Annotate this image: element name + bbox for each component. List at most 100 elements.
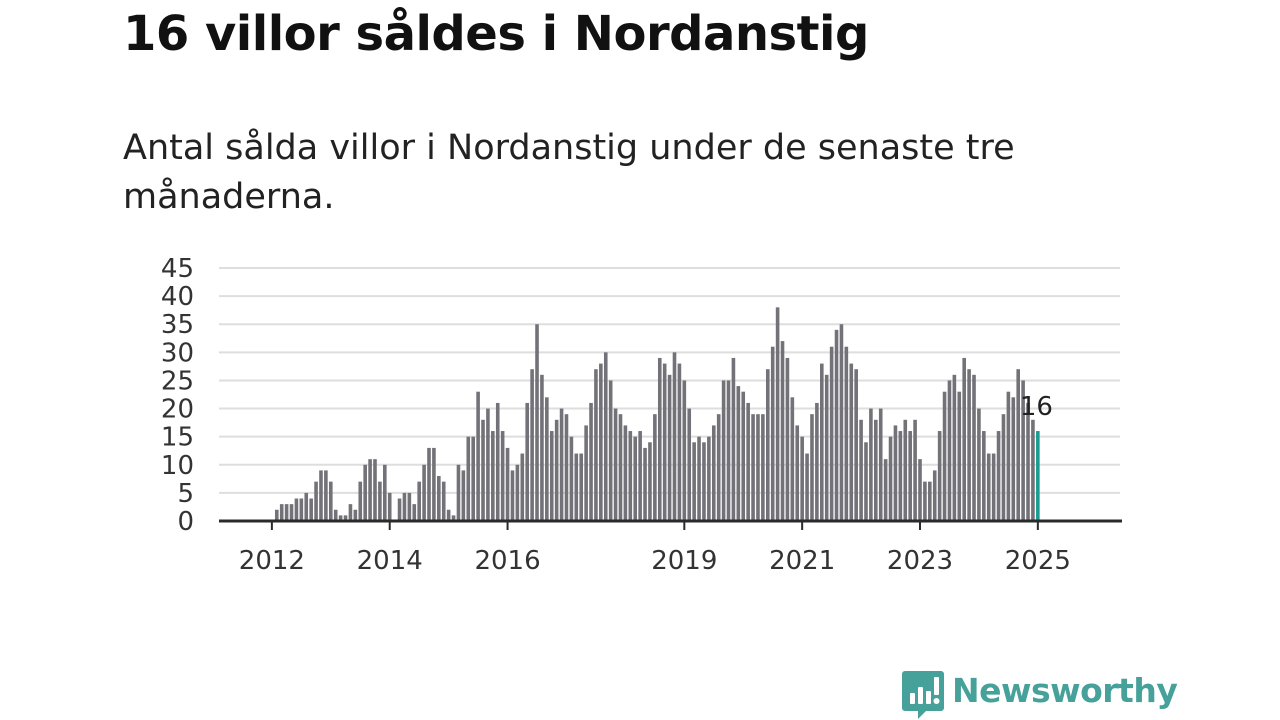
bar (525, 402, 529, 521)
bar (530, 369, 534, 521)
y-tick-label: 0 (177, 507, 194, 537)
bar (451, 515, 456, 521)
bar (721, 380, 726, 521)
bar (937, 431, 942, 521)
bar (613, 408, 618, 521)
bar (741, 391, 746, 521)
bar (466, 436, 471, 521)
bar (363, 464, 367, 521)
bar (996, 431, 1001, 521)
bar (545, 397, 549, 521)
bar (1021, 380, 1025, 521)
y-tick-label: 30 (161, 338, 194, 368)
bar (746, 402, 750, 521)
bar (476, 391, 480, 521)
bar (633, 436, 638, 521)
chart-subtitle: Antal sålda villor i Nordanstig under de… (123, 128, 1015, 217)
x-axis-labels: 2012 2014 2016 2019 2021 2023 2025 (239, 521, 1071, 576)
bar (711, 425, 716, 521)
bar (437, 476, 441, 521)
bar (348, 504, 353, 521)
bar (962, 357, 966, 521)
bar (515, 464, 520, 521)
bar (677, 363, 682, 521)
y-tick-label: 15 (161, 423, 194, 453)
bar (486, 408, 490, 521)
bar (618, 414, 623, 521)
bar (510, 470, 515, 521)
bar (834, 329, 839, 521)
bar (412, 504, 417, 521)
bar (441, 481, 446, 521)
chart-bars (274, 307, 1040, 521)
bar (1016, 369, 1020, 521)
bar (662, 363, 667, 521)
bar (888, 436, 893, 521)
bar (952, 374, 957, 521)
bar (402, 492, 407, 521)
bar (898, 431, 903, 521)
newsworthy-logo-icon (902, 671, 944, 719)
bar (319, 470, 323, 521)
bar (820, 363, 824, 521)
bar (982, 431, 986, 521)
last-value-label: 16 (1020, 392, 1053, 422)
bar (731, 357, 736, 521)
bar (549, 431, 554, 521)
bar (923, 481, 927, 521)
bar (495, 402, 500, 521)
bar (1036, 431, 1040, 521)
bar (986, 453, 991, 521)
bar (682, 380, 687, 521)
bar (854, 369, 858, 521)
bar (667, 374, 672, 521)
bar (540, 374, 544, 521)
bar (795, 425, 800, 521)
bar (653, 414, 657, 521)
bar (672, 352, 677, 521)
bar (1006, 391, 1011, 521)
bar (338, 515, 343, 521)
x-tick-label: 2025 (1005, 546, 1071, 576)
bar (397, 498, 402, 521)
bar (368, 459, 372, 521)
bar (1011, 397, 1016, 521)
bar (471, 436, 475, 521)
bar (279, 504, 284, 521)
bar (977, 408, 981, 521)
bar (456, 464, 461, 521)
bar (589, 402, 593, 521)
bar (765, 369, 770, 521)
bar (790, 397, 795, 521)
bar (427, 447, 431, 521)
bar (299, 498, 304, 521)
bar (343, 515, 348, 521)
bar (883, 459, 888, 521)
bar (643, 447, 647, 521)
y-tick-label: 40 (161, 282, 194, 312)
bar (967, 369, 971, 521)
bar (289, 504, 294, 521)
brand-logo: Newsworthy (902, 671, 1178, 719)
bar (756, 414, 760, 521)
bar (358, 481, 363, 521)
bar (874, 419, 878, 521)
bar (751, 414, 755, 521)
y-tick-label: 25 (161, 366, 194, 396)
bar (761, 414, 765, 521)
bar (829, 346, 834, 521)
x-tick-label: 2021 (769, 546, 835, 576)
y-tick-label: 45 (161, 254, 194, 284)
bar (991, 453, 996, 521)
page-title: 16 villor såldes i Nordanstig (123, 6, 869, 62)
bar (736, 386, 741, 521)
bar (407, 492, 412, 521)
bar (554, 419, 559, 521)
bar (780, 341, 785, 521)
bar (903, 419, 908, 521)
bar (417, 481, 421, 521)
y-tick-label: 10 (161, 451, 194, 481)
bar (770, 346, 775, 521)
brand-name: Newsworthy (952, 671, 1178, 710)
